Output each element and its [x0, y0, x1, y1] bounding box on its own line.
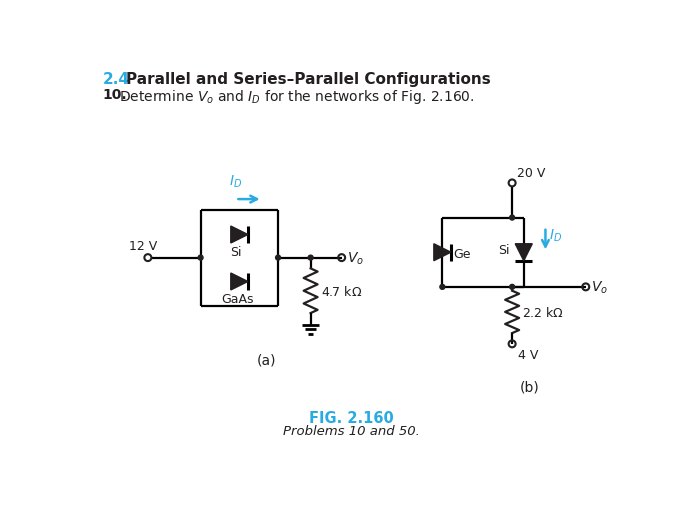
Circle shape	[510, 216, 515, 221]
Text: $I_D$: $I_D$	[229, 173, 243, 190]
Circle shape	[510, 285, 515, 290]
Text: 10.: 10.	[103, 88, 128, 102]
Text: 2.2 k$\Omega$: 2.2 k$\Omega$	[522, 305, 564, 319]
Text: $V_o$: $V_o$	[347, 250, 364, 266]
Text: 2.4: 2.4	[103, 72, 130, 87]
Polygon shape	[434, 244, 451, 261]
Text: 12 V: 12 V	[129, 240, 157, 252]
Text: $V_o$: $V_o$	[592, 279, 608, 295]
Text: $I_D$: $I_D$	[550, 227, 563, 243]
Text: Si: Si	[230, 246, 242, 259]
Text: Si: Si	[498, 243, 510, 256]
Polygon shape	[231, 227, 248, 243]
Circle shape	[198, 256, 203, 261]
Text: FIG. 2.160: FIG. 2.160	[309, 410, 394, 425]
Text: (b): (b)	[519, 380, 539, 393]
Text: Problems 10 and 50.: Problems 10 and 50.	[283, 424, 420, 437]
Text: Determine $V_o$ and $I_D$ for the networks of Fig. 2.160.: Determine $V_o$ and $I_D$ for the networ…	[120, 88, 475, 106]
Circle shape	[308, 256, 313, 261]
Text: 4 V: 4 V	[518, 349, 539, 362]
Text: Parallel and Series–Parallel Configurations: Parallel and Series–Parallel Configurati…	[126, 72, 491, 87]
Text: 20 V: 20 V	[517, 167, 545, 180]
Text: GaAs: GaAs	[221, 293, 254, 306]
Circle shape	[440, 285, 445, 290]
Polygon shape	[515, 244, 532, 261]
Text: (a): (a)	[257, 352, 276, 367]
Circle shape	[275, 256, 280, 261]
Polygon shape	[231, 274, 248, 290]
Text: 4.7 k$\Omega$: 4.7 k$\Omega$	[321, 284, 362, 298]
Text: Ge: Ge	[453, 248, 471, 261]
